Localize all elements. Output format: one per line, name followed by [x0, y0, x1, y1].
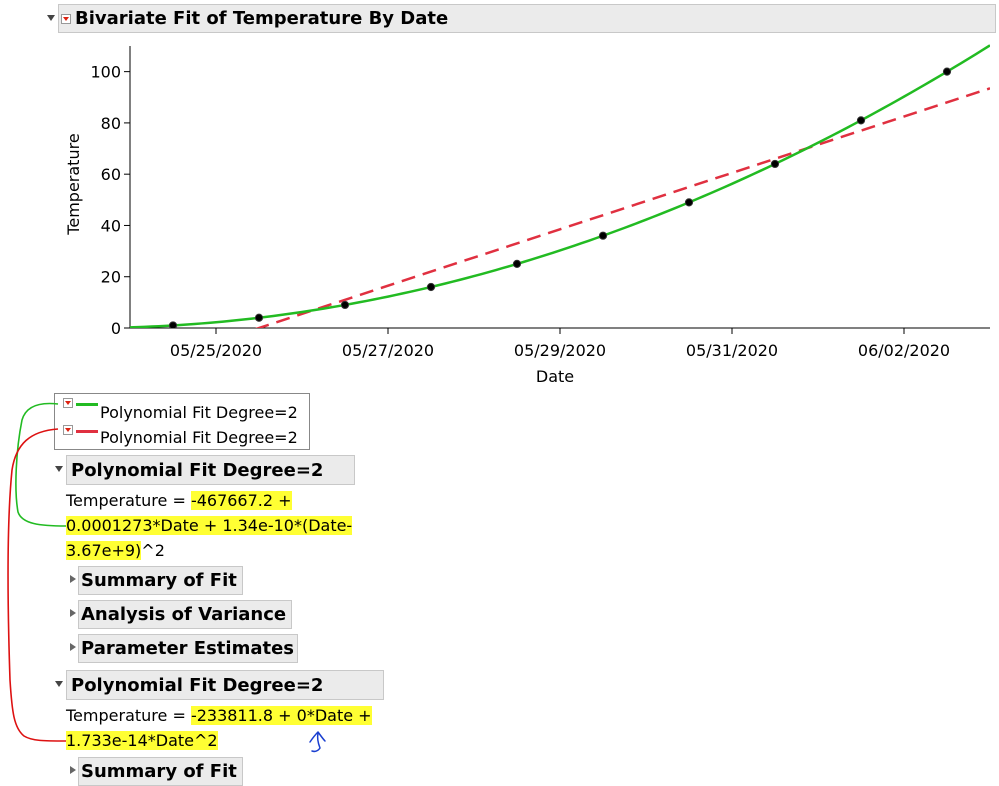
fit1-eq-part3: 3.67e+9) [66, 541, 142, 560]
summary-of-fit-header[interactable]: Summary of Fit [78, 566, 243, 595]
x-tick-label: 05/29/2020 [514, 341, 606, 360]
fit2-eq-part2: 1.733e-14*Date^2 [66, 731, 218, 750]
fit2-title: Polynomial Fit Degree=2 [71, 674, 324, 696]
legend-item-2[interactable]: Polynomial Fit Degree=2 [100, 428, 298, 447]
data-point [684, 198, 694, 207]
fit2-summary-expand-icon[interactable] [70, 766, 76, 774]
y-tick-label: 40 [101, 216, 121, 235]
fit1-title: Polynomial Fit Degree=2 [71, 459, 324, 481]
quadratic-fit-curve [130, 44, 990, 328]
fit1-eq-part4: ^2 [141, 541, 165, 560]
legend-menu-icon-2[interactable] [63, 425, 73, 435]
y-tick-label: 20 [101, 268, 121, 287]
red-triangle-menu-icon[interactable] [61, 13, 71, 24]
anova-expand-icon[interactable] [70, 609, 76, 617]
fit2-collapse-icon[interactable] [55, 681, 63, 687]
fit2-header: Polynomial Fit Degree=2 [66, 670, 384, 700]
report-title: Bivariate Fit of Temperature By Date [75, 8, 449, 29]
summary-fit-expand-icon[interactable] [70, 575, 76, 583]
fit1-eq-prefix: Temperature = [66, 491, 191, 510]
param-estimates-expand-icon[interactable] [70, 643, 76, 651]
fit2-eq-prefix: Temperature = [66, 706, 191, 725]
data-point [770, 159, 780, 169]
fit2-equation: Temperature = -233811.8 + 0*Date + 1.733… [66, 703, 396, 753]
report-header: Bivariate Fit of Temperature By Date [58, 4, 996, 33]
data-point [598, 231, 608, 240]
fit1-header: Polynomial Fit Degree=2 [66, 455, 355, 485]
fit2-summary-of-fit-header[interactable]: Summary of Fit [78, 757, 243, 786]
fit1-eq-part1: -467667.2 + [190, 491, 292, 510]
data-point [426, 282, 436, 292]
legend-swatch-red [76, 430, 98, 433]
parameter-estimates-header[interactable]: Parameter Estimates [78, 634, 298, 663]
linear-fit-line [254, 87, 990, 328]
y-tick-label: 0 [111, 319, 121, 338]
x-tick-label: 05/27/2020 [342, 341, 434, 360]
y-axis-label: Temperature [64, 133, 83, 235]
parameter-estimates-title: Parameter Estimates [81, 638, 295, 659]
fit1-collapse-icon[interactable] [55, 466, 63, 472]
analysis-of-variance-header[interactable]: Analysis of Variance [78, 600, 292, 629]
collapse-triangle-icon[interactable] [47, 15, 55, 21]
data-point [254, 313, 264, 322]
x-tick-label: 05/25/2020 [170, 341, 262, 360]
red-bracket-annotation [7, 428, 67, 742]
legend-swatch-green [76, 403, 98, 406]
y-tick-label: 80 [101, 114, 121, 133]
fit1-eq-part2: 0.0001273*Date + 1.34e-10*(Date- [66, 516, 353, 535]
data-point [512, 259, 522, 269]
summary-of-fit-title: Summary of Fit [81, 570, 237, 591]
data-point [942, 67, 952, 76]
fit2-summary-of-fit-title: Summary of Fit [81, 761, 237, 782]
y-tick-label: 60 [101, 165, 121, 184]
x-tick-label: 06/02/2020 [858, 341, 950, 360]
data-point [168, 321, 178, 328]
x-axis-label: Date [536, 367, 574, 386]
fit1-equation: Temperature = -467667.2 + 0.0001273*Date… [66, 488, 366, 563]
bivariate-chart: Temperature Date 0 20 40 60 80 100 05/25/2020… [64, 44, 990, 386]
analysis-of-variance-title: Analysis of Variance [81, 604, 287, 625]
data-point [856, 116, 866, 125]
legend-menu-icon-1[interactable] [63, 398, 73, 408]
fit2-eq-part1: -233811.8 + 0*Date + [190, 706, 372, 725]
data-point [340, 300, 350, 310]
y-tick-label: 100 [90, 63, 121, 82]
x-tick-label: 05/31/2020 [686, 341, 778, 360]
legend-item-1[interactable]: Polynomial Fit Degree=2 [100, 403, 298, 422]
